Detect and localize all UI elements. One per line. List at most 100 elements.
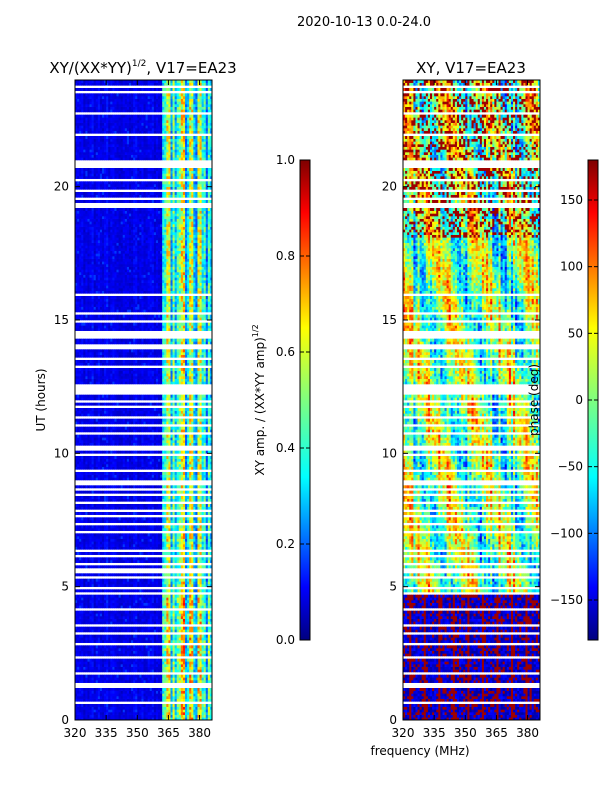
amp-cell [189, 584, 192, 587]
amp-cell [77, 698, 80, 702]
amp-cell [191, 594, 194, 598]
amp-cell [193, 517, 196, 521]
amp-cell [91, 717, 95, 720]
amp-cell [118, 600, 122, 603]
amp-cell [182, 474, 186, 478]
amp-cell [170, 546, 173, 550]
amp-cell [172, 650, 176, 654]
amp-cell [91, 584, 95, 587]
amp-cell [155, 650, 159, 654]
amp-cell [205, 538, 209, 542]
amp-cell [97, 610, 101, 614]
amp-cell [160, 648, 163, 651]
amp-cell [170, 637, 173, 641]
amp-cell [87, 637, 90, 641]
amp-cell [193, 658, 196, 662]
amp-cell [174, 589, 178, 593]
amp-cell [207, 634, 211, 638]
amp-cell [133, 696, 136, 699]
amp-cell [110, 610, 113, 614]
amp-cell [135, 658, 138, 662]
amp-cell [83, 474, 86, 478]
amp-cell [112, 594, 115, 598]
amp-cell [153, 440, 157, 443]
amp-cell [149, 602, 153, 606]
amp-cell [209, 584, 212, 587]
amp-cell [147, 584, 151, 587]
amp-cell [209, 538, 212, 542]
amp-cell [189, 533, 192, 537]
amp-cell [201, 525, 205, 529]
amp-cell [87, 456, 90, 459]
amp-cell [178, 618, 182, 622]
amp-cell [95, 618, 99, 622]
amp-cell [124, 653, 128, 657]
amp-cell [124, 618, 128, 622]
amp-cell [141, 602, 144, 606]
amp-cell [83, 714, 86, 718]
amp-cell [77, 621, 80, 625]
amp-cell [151, 546, 155, 550]
amp-cell [112, 565, 115, 569]
amp-cell [201, 650, 205, 654]
amp-cell [203, 581, 207, 585]
amp-cell [172, 597, 176, 601]
amp-cell [209, 669, 212, 673]
amp-cell [99, 661, 103, 665]
amp-cell [199, 546, 203, 550]
amp-cell [195, 616, 198, 619]
amp-cell [172, 546, 176, 550]
amp-cell [149, 466, 153, 470]
amp-cell [126, 520, 130, 523]
amp-cell [176, 520, 180, 523]
amp-cell [112, 661, 115, 665]
amp-cell [160, 552, 163, 555]
amp-cell [187, 589, 190, 593]
amp-cell [176, 666, 180, 670]
amp-cell [104, 653, 107, 657]
amp-cell [193, 640, 196, 643]
amp-cell [178, 525, 182, 529]
amp-cell [147, 674, 151, 678]
amp-cell [195, 621, 198, 625]
amp-cell [79, 680, 82, 683]
amp-cell [126, 693, 130, 697]
amp-cell [158, 688, 161, 691]
amp-cell [91, 557, 95, 561]
amp-cell [155, 506, 159, 510]
amp-cell [155, 450, 159, 454]
amp-cell [128, 437, 132, 441]
amp-cell [164, 544, 167, 547]
amp-cell [176, 677, 180, 681]
amp-cell [160, 520, 163, 523]
amp-cell [180, 533, 184, 537]
amp-cell [135, 677, 138, 681]
amp-cell [133, 581, 136, 585]
amp-cell [95, 650, 99, 654]
amp-cell [81, 496, 84, 499]
amp-cell [79, 629, 82, 633]
amp-cell [101, 597, 105, 601]
amp-cell [128, 618, 132, 622]
amp-cell [149, 637, 153, 641]
amp-cell [99, 504, 103, 507]
amp-cell [162, 458, 165, 462]
amp-cell [160, 637, 163, 641]
amp-cell [174, 544, 178, 547]
amp-cell [101, 629, 105, 633]
amp-cell [162, 536, 165, 539]
amp-cell [128, 648, 132, 651]
amp-cell [75, 557, 78, 561]
amp-cell [106, 477, 109, 481]
amp-cell [99, 461, 103, 465]
amp-cell [201, 456, 205, 459]
amp-cell [141, 456, 144, 459]
amp-cell [131, 594, 134, 598]
amp-cell [85, 717, 88, 720]
amp-cell [79, 581, 82, 585]
amp-cell [135, 704, 138, 707]
amp-cell [89, 618, 93, 622]
amp-cell [95, 538, 99, 542]
amp-cell [126, 616, 130, 619]
amp-cell [126, 458, 130, 462]
